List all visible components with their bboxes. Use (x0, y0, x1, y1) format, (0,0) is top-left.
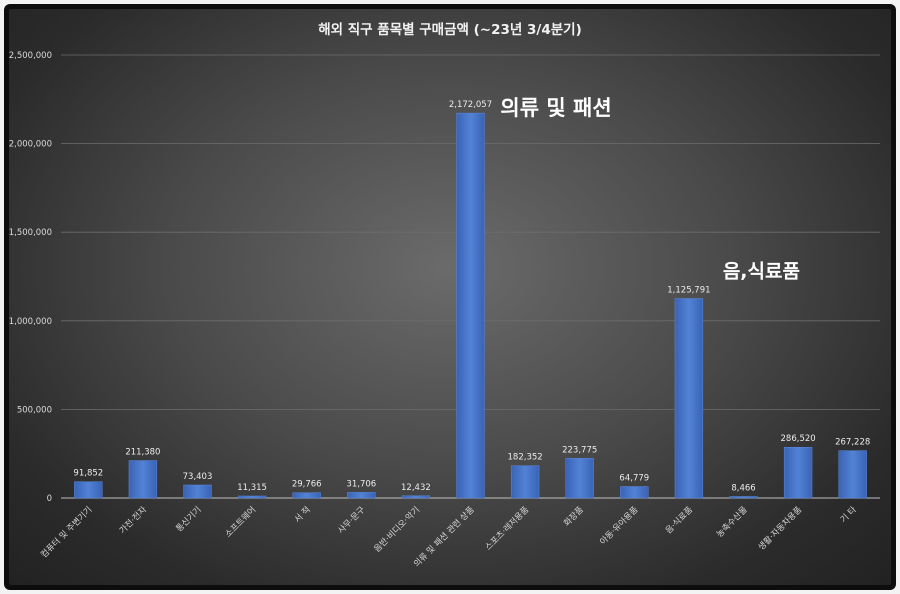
x-tick-label: 생활·자동차용품 (756, 504, 805, 553)
bar (565, 458, 594, 499)
x-tick-label: 컴퓨터 및 주변기기 (39, 504, 95, 560)
bar (347, 492, 376, 499)
bar (292, 492, 321, 499)
x-tick-label: 아동·유아용품 (598, 504, 641, 547)
x-tick-label: 의류 및 패션 관련 상품 (411, 504, 476, 569)
y-tick-label: 2,500,000 (9, 51, 52, 61)
y-tick-label: 500,000 (17, 405, 52, 415)
bar (838, 450, 867, 499)
bar (510, 465, 540, 499)
data-label: 91,852 (73, 469, 103, 479)
annotation-label: 의류 및 패션 (500, 96, 611, 120)
y-tick-label: 2,000,000 (9, 140, 52, 150)
x-tick-label: 화장품 (561, 504, 585, 528)
bar (783, 446, 813, 499)
annotation-label: 음,식료품 (723, 261, 800, 283)
chart-title: 해외 직구 품목별 구매금액 (~23년 3/4분기) (318, 21, 582, 38)
data-label: 182,352 (508, 453, 543, 463)
data-label: 12,432 (401, 483, 431, 493)
bar (237, 495, 267, 499)
x-tick-label: 스포츠·레저용품 (484, 505, 532, 553)
bars (74, 112, 867, 499)
data-label: 267,228 (835, 438, 870, 448)
data-label: 31,706 (346, 479, 376, 489)
bar (674, 298, 704, 499)
x-tick-label: 음반·비디오·악기 (372, 504, 422, 554)
y-tick-label: 1,000,000 (9, 317, 52, 327)
data-label: 211,380 (125, 448, 160, 458)
data-label: 2,172,057 (449, 100, 492, 110)
y-axis-ticks: 0 500,000 1,000,000 1,500,000 2,000,000 2,500… (9, 51, 52, 504)
x-axis-ticks: 컴퓨터 및 주변기기 가전·전자 통신기기 소프트웨어 서 적 사무·문구 음반·비디오·악… (39, 504, 859, 569)
x-tick-label: 소프트웨어 (223, 504, 258, 539)
data-label: 286,520 (781, 434, 816, 444)
data-label: 8,466 (731, 483, 755, 493)
data-label: 1,125,791 (667, 286, 710, 296)
x-tick-label: 서 적 (292, 504, 313, 525)
bar (456, 112, 485, 499)
y-tick-label: 1,500,000 (9, 228, 52, 238)
x-tick-label: 통신기기 (174, 505, 203, 534)
data-label: 73,403 (183, 472, 213, 482)
bar (183, 484, 212, 499)
y-tick-label: 0 (47, 494, 52, 504)
x-tick-label: 가전·전자 (117, 504, 149, 536)
data-label: 11,315 (237, 483, 267, 493)
bar (620, 486, 649, 499)
data-label: 29,766 (292, 480, 322, 490)
data-label: 64,779 (619, 474, 649, 484)
bar (401, 495, 431, 499)
bar (74, 481, 103, 499)
x-tick-label: 사무·문구 (336, 505, 367, 536)
x-tick-label: 기 타 (839, 505, 859, 525)
x-tick-label: 음·식료품 (664, 505, 695, 536)
data-labels: 91,852 211,380 73,403 11,315 29,766 31,706 12,… (73, 100, 870, 493)
data-label: 223,775 (562, 445, 597, 455)
annotations: 의류 및 패션음,식료품 (500, 96, 800, 282)
x-tick-label: 농축수산물 (714, 504, 750, 540)
bar (128, 460, 158, 499)
bar (729, 496, 758, 499)
